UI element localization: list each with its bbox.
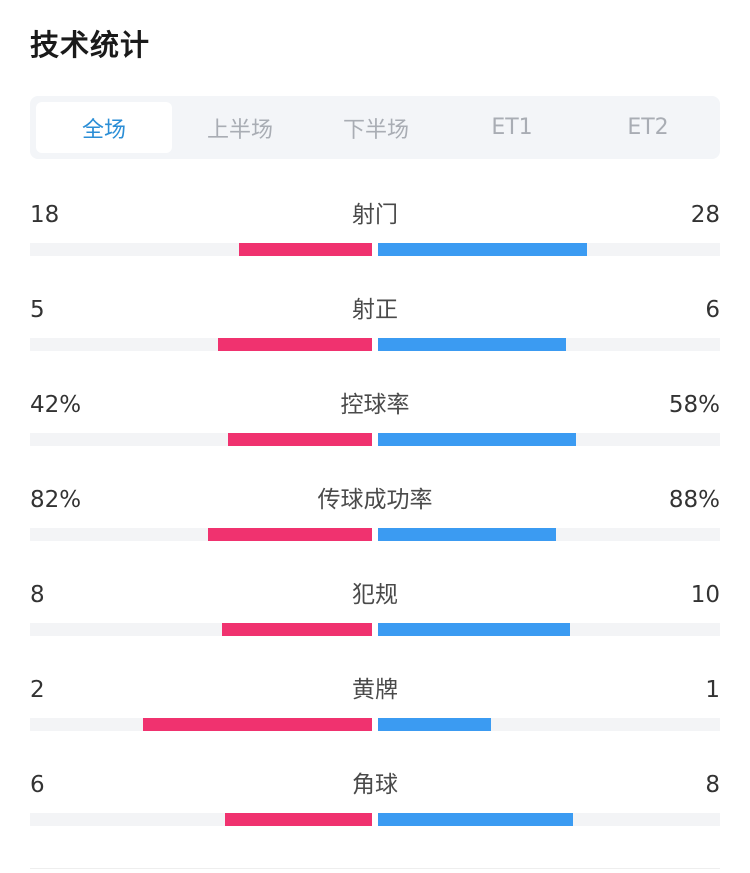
stat-row-corners: 6 角球 8 [30, 768, 720, 828]
stat-label: 射正 [352, 297, 398, 323]
stat-label: 角球 [352, 772, 398, 798]
divider [30, 868, 720, 869]
stat-label: 黄牌 [352, 677, 398, 703]
away-value: 58% [668, 392, 720, 418]
stat-label: 犯规 [352, 582, 398, 608]
home-value: 8 [30, 582, 45, 608]
home-value: 6 [30, 772, 45, 798]
home-value: 82% [30, 487, 82, 513]
home-bar-track [30, 813, 372, 826]
tab-extra-time-2[interactable]: ET2 [627, 115, 669, 140]
home-value: 18 [30, 202, 60, 228]
away-value: 8 [705, 772, 720, 798]
period-tabs: 全场 上半场 下半场 ET1 ET2 [30, 96, 720, 159]
home-bar [218, 338, 372, 351]
away-bar-track [378, 433, 720, 446]
home-bar [225, 813, 372, 826]
away-bar [378, 433, 576, 446]
away-value: 10 [690, 582, 720, 608]
home-value: 5 [30, 297, 45, 323]
stat-row-shots-on-target: 5 射正 6 [30, 293, 720, 353]
away-bar-track [378, 528, 720, 541]
away-bar [378, 528, 556, 541]
stat-label: 控球率 [340, 392, 410, 418]
home-bar-track [30, 528, 372, 541]
stat-label: 传球成功率 [317, 487, 433, 513]
tab-second-half[interactable]: 下半场 [342, 117, 409, 143]
stat-row-possession: 42% 控球率 58% [30, 388, 720, 448]
away-bar-track [378, 813, 720, 826]
home-bar-track [30, 433, 372, 446]
away-bar [378, 623, 570, 636]
stat-row-pass-accuracy: 82% 传球成功率 88% [30, 483, 720, 543]
home-value: 42% [30, 392, 82, 418]
home-bar [208, 528, 372, 541]
tab-full-match[interactable]: 全场 [36, 102, 172, 153]
stat-row-yellow-cards: 2 黄牌 1 [30, 673, 720, 733]
home-bar-track [30, 338, 372, 351]
away-bar [378, 718, 491, 731]
away-bar-track [378, 243, 720, 256]
away-bar-track [378, 623, 720, 636]
away-bar-track [378, 338, 720, 351]
home-bar-track [30, 243, 372, 256]
home-bar [239, 243, 372, 256]
tab-first-half[interactable]: 上半场 [206, 117, 273, 143]
away-bar [378, 813, 573, 826]
away-value: 1 [705, 677, 720, 703]
stat-row-fouls: 8 犯规 10 [30, 578, 720, 638]
stat-label: 射门 [352, 202, 398, 228]
away-value: 6 [705, 297, 720, 323]
tab-extra-time-1[interactable]: ET1 [491, 115, 533, 140]
home-bar [228, 433, 372, 446]
away-bar-track [378, 718, 720, 731]
away-bar [378, 243, 587, 256]
away-value: 28 [690, 202, 720, 228]
page-title: 技术统计 [30, 28, 151, 62]
away-bar [378, 338, 566, 351]
home-bar [143, 718, 372, 731]
home-bar [222, 623, 372, 636]
home-value: 2 [30, 677, 45, 703]
home-bar-track [30, 623, 372, 636]
home-bar-track [30, 718, 372, 731]
away-value: 88% [668, 487, 720, 513]
stat-row-shots: 18 射门 28 [30, 198, 720, 258]
